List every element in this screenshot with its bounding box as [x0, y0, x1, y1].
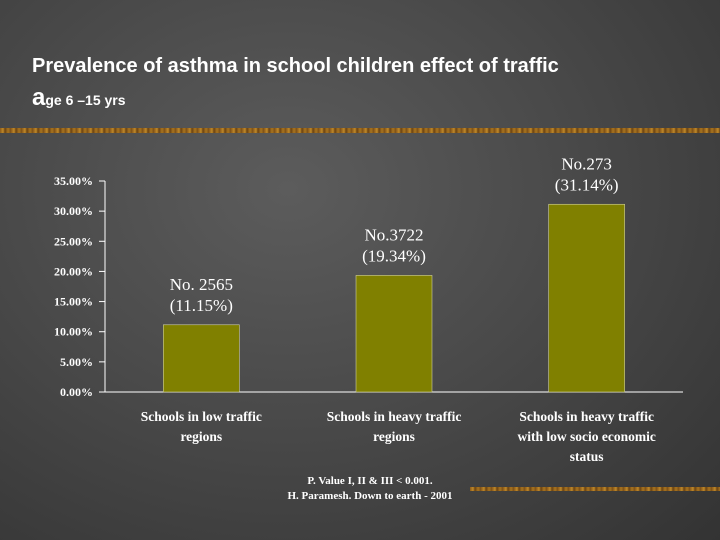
slide-subtitle: age 6 –15 yrs	[32, 84, 126, 112]
bar	[548, 203, 625, 393]
y-tick-label: 10.00%	[54, 325, 93, 339]
y-tick-label: 15.00%	[54, 295, 93, 309]
data-label: No. 2565 (11.15%)	[170, 275, 233, 315]
subtitle-first-letter: a	[32, 84, 46, 111]
footnote-line-2: H. Paramesh. Down to earth - 2001	[287, 490, 453, 502]
subtitle-rest: ge 6 –15 yrs	[45, 92, 126, 108]
bar	[355, 275, 433, 393]
y-tick-label: 20.00%	[54, 264, 93, 278]
y-tick-label: 25.00%	[54, 234, 93, 248]
y-tick-label: 30.00%	[54, 204, 93, 218]
decorative-rule-top	[0, 128, 720, 133]
category-label: Schools in heavy traffic with low socio e…	[517, 409, 655, 464]
bars	[163, 203, 625, 393]
y-axis-ticks: 0.00% 5.00% 10.00% 15.00% 20.00% 25.00% 30.00%…	[54, 174, 105, 399]
category-label: Schools in heavy traffic regions	[327, 409, 462, 444]
category-labels: Schools in low traffic regions Schools in …	[141, 409, 656, 464]
category-label: Schools in low traffic regions	[141, 409, 262, 444]
data-label: No.3722 (19.34%)	[362, 225, 426, 265]
footnote-line-1: P. Value I, II & III < 0.001.	[307, 475, 433, 487]
data-labels: No. 2565 (11.15%) No.3722 (19.34%) No.273 (31…	[170, 154, 619, 315]
y-tick-label: 35.00%	[54, 174, 93, 188]
slide-title: Prevalence of asthma in school children …	[32, 55, 559, 77]
footnote: P. Value I, II & III < 0.001. H. Parames…	[270, 474, 470, 504]
y-tick-label: 5.00%	[60, 355, 93, 369]
bar	[163, 324, 240, 393]
decorative-rule-bottom	[470, 487, 720, 491]
y-tick-label: 0.00%	[60, 385, 93, 399]
data-label: No.273 (31.14%)	[555, 154, 619, 194]
